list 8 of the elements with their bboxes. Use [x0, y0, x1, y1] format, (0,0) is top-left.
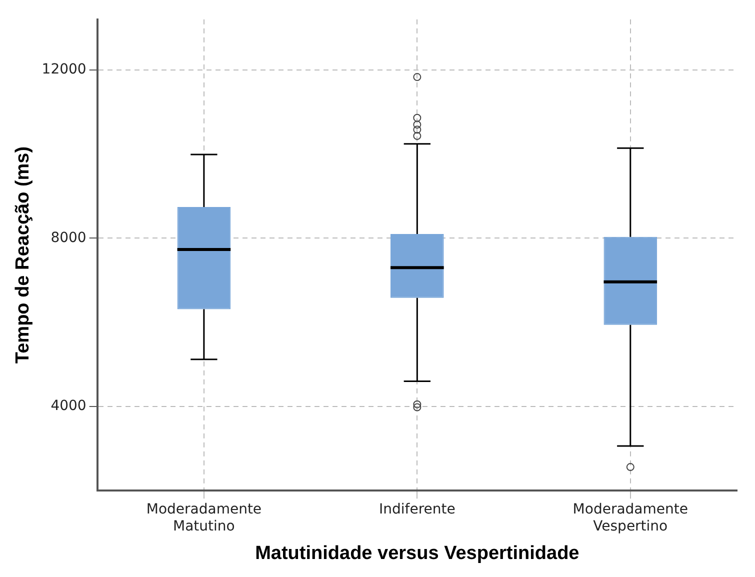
- y-tick-label: 8000: [50, 230, 86, 246]
- x-tick-label: Moderadamente Matutino: [146, 502, 262, 534]
- x-tick-label: Indiferente: [378, 502, 456, 518]
- y-axis-title: Tempo de Reacção (ms): [12, 146, 34, 364]
- x-tick-label: Moderadamente Vespertino: [572, 502, 688, 534]
- x-axis-title: Matutinidade versus Vespertinidade: [255, 542, 580, 564]
- y-tick-label: 4000: [50, 398, 86, 414]
- y-tick-label: 12000: [42, 62, 86, 78]
